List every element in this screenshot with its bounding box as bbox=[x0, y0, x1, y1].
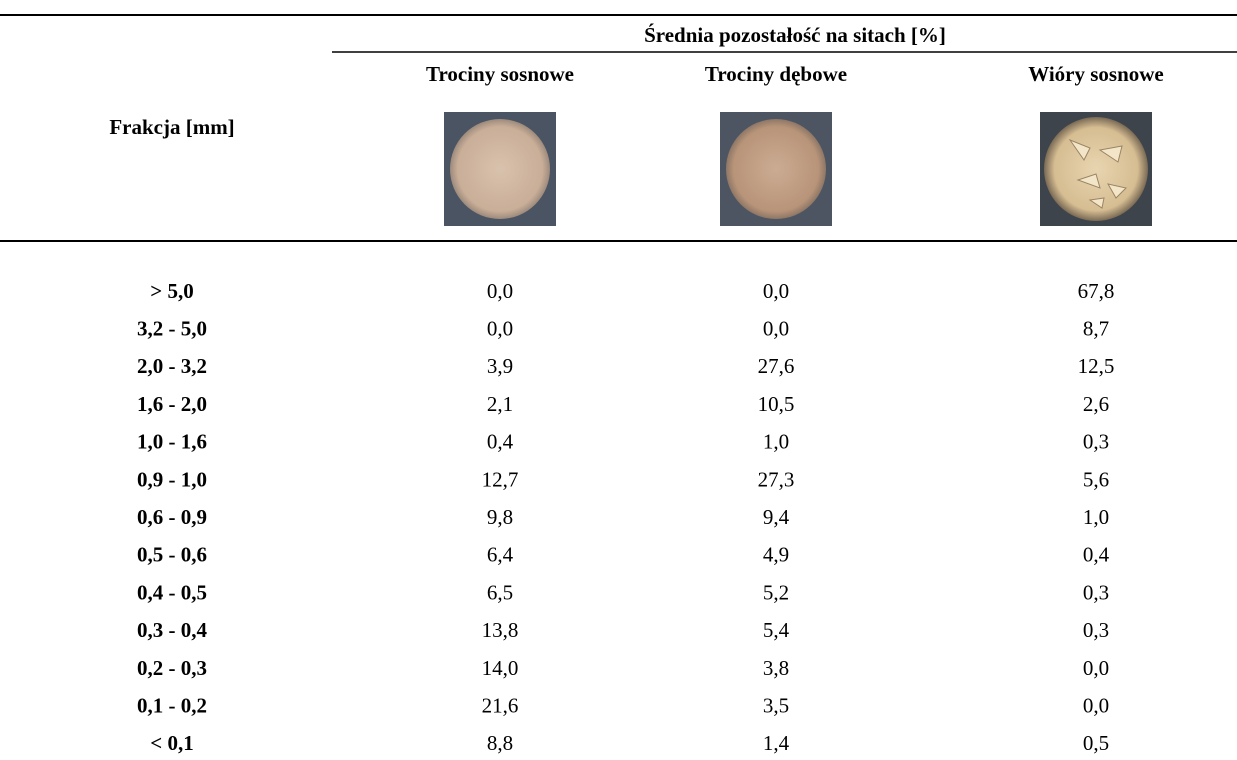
cell: 6,5 bbox=[487, 580, 513, 604]
cell: 0,5 bbox=[1083, 731, 1109, 755]
row-label: 2,0 - 3,2 bbox=[137, 354, 207, 378]
row-label: 0,3 - 0,4 bbox=[137, 618, 207, 642]
row-label: 1,6 - 2,0 bbox=[137, 392, 207, 416]
cell: 0,3 bbox=[1083, 618, 1109, 642]
row-label: 1,0 - 1,6 bbox=[137, 430, 207, 454]
sample-photo bbox=[720, 112, 832, 226]
cell: 0,0 bbox=[763, 317, 789, 341]
cell: 12,5 bbox=[1078, 354, 1115, 378]
cell: 1,0 bbox=[1083, 505, 1109, 529]
cell: 2,1 bbox=[487, 392, 513, 416]
table: Średnia pozostałość na sitach [%] Frakcj… bbox=[0, 0, 1237, 760]
cell: 3,9 bbox=[487, 354, 513, 378]
cell: 3,5 bbox=[763, 694, 789, 718]
cell: 9,4 bbox=[763, 505, 790, 529]
cell: 3,8 bbox=[763, 656, 789, 680]
row-label: < 0,1 bbox=[150, 731, 193, 755]
cell: 0,0 bbox=[1083, 656, 1109, 680]
row-label: 0,1 - 0,2 bbox=[137, 694, 207, 718]
row-label: > 5,0 bbox=[150, 279, 193, 303]
sample-photo bbox=[444, 112, 556, 226]
cell: 14,0 bbox=[482, 656, 519, 680]
row-header: Frakcja [mm] bbox=[109, 115, 234, 139]
cell: 5,6 bbox=[1083, 467, 1109, 491]
cell: 13,8 bbox=[482, 618, 519, 642]
cell: 5,4 bbox=[763, 618, 790, 642]
cell: 10,5 bbox=[758, 392, 795, 416]
cell: 12,7 bbox=[482, 467, 519, 491]
cell: 0,3 bbox=[1083, 580, 1109, 604]
cell: 6,4 bbox=[487, 543, 514, 567]
column-header: Trociny dębowe bbox=[705, 62, 847, 86]
column-header: Trociny sosnowe bbox=[426, 62, 574, 86]
cell: 5,2 bbox=[763, 580, 789, 604]
cell: 0,4 bbox=[1083, 543, 1110, 567]
group-header: Średnia pozostałość na sitach [%] bbox=[644, 23, 946, 47]
sample-photo bbox=[1040, 112, 1152, 226]
row-label: 0,5 - 0,6 bbox=[137, 543, 207, 567]
row-label: 0,9 - 1,0 bbox=[137, 467, 207, 491]
cell: 0,3 bbox=[1083, 430, 1109, 454]
cell: 0,4 bbox=[487, 430, 514, 454]
row-label: 0,2 - 0,3 bbox=[137, 656, 207, 680]
cell: 2,6 bbox=[1083, 392, 1109, 416]
cell: 8,8 bbox=[487, 731, 513, 755]
cell: 9,8 bbox=[487, 505, 513, 529]
cell: 67,8 bbox=[1078, 279, 1115, 303]
row-label: 0,4 - 0,5 bbox=[137, 580, 207, 604]
cell: 1,0 bbox=[763, 430, 789, 454]
cell: 8,7 bbox=[1083, 317, 1109, 341]
row-label: 0,6 - 0,9 bbox=[137, 505, 207, 529]
cell: 0,0 bbox=[487, 317, 513, 341]
cell: 0,0 bbox=[763, 279, 789, 303]
cell: 27,3 bbox=[758, 467, 795, 491]
cell: 0,0 bbox=[487, 279, 513, 303]
column-header: Wióry sosnowe bbox=[1028, 62, 1164, 86]
cell: 1,4 bbox=[763, 731, 790, 755]
row-label: 3,2 - 5,0 bbox=[137, 317, 207, 341]
cell: 0,0 bbox=[1083, 694, 1109, 718]
cell: 27,6 bbox=[758, 354, 795, 378]
cell: 21,6 bbox=[482, 694, 519, 718]
cell: 4,9 bbox=[763, 543, 789, 567]
